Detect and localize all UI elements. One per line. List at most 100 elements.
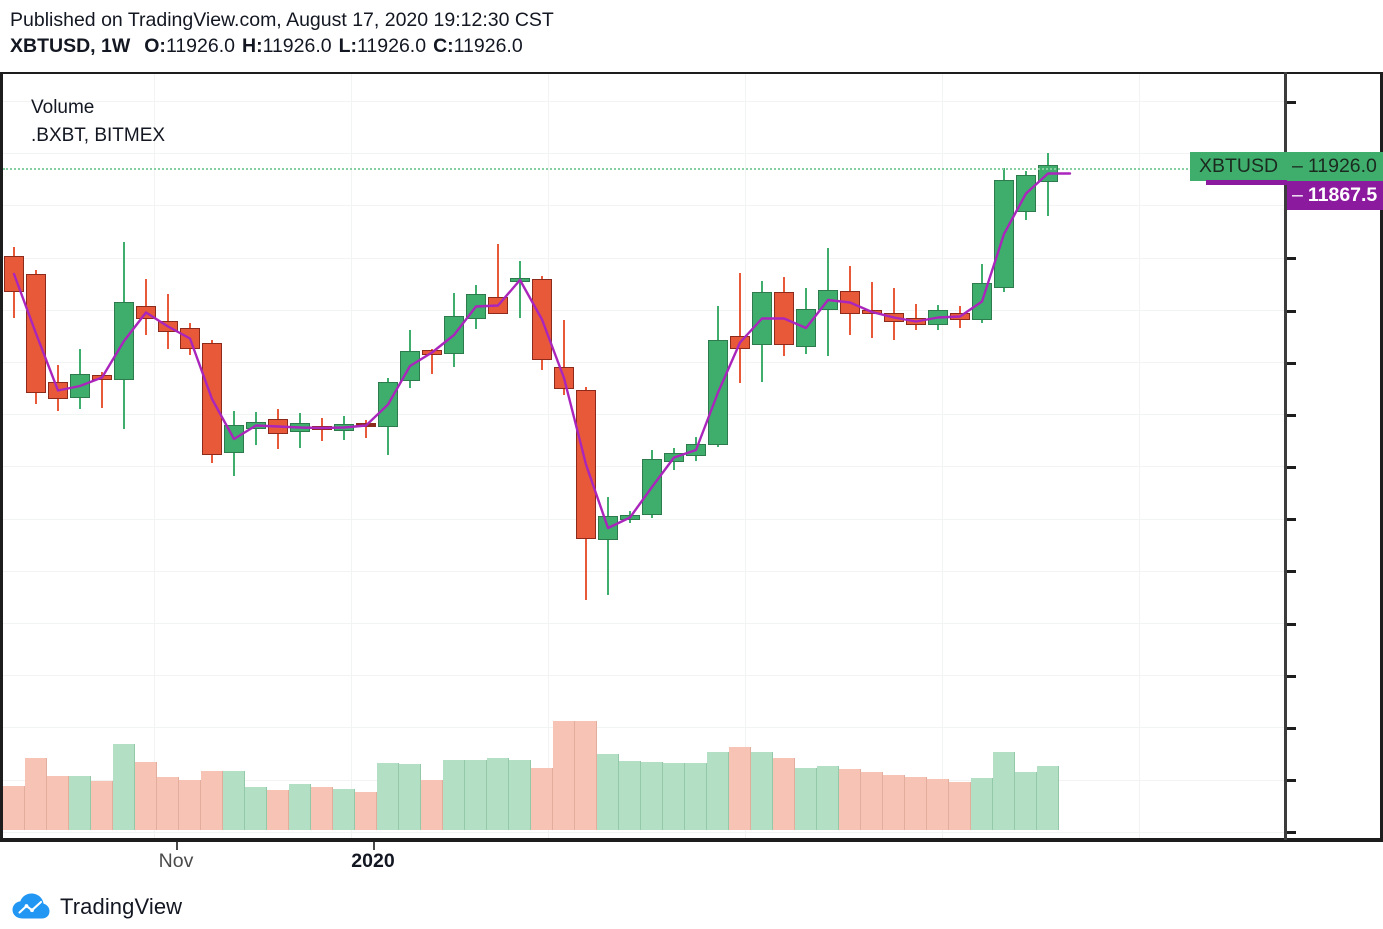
candle-body: [620, 515, 640, 520]
candle-body: [136, 306, 156, 319]
close-key: C:: [433, 35, 454, 57]
candle-body: [598, 516, 618, 540]
volume-bar: [487, 758, 509, 830]
candle-body: [532, 279, 552, 360]
volume-bar: [773, 758, 795, 830]
volume-bar: [25, 758, 47, 830]
volume-bar: [509, 760, 531, 830]
candle-body: [862, 310, 882, 314]
candle-body: [334, 424, 354, 431]
open-value: 11926.0: [165, 35, 235, 57]
moving-average-line: [12, 172, 1072, 530]
candle-body: [378, 382, 398, 427]
volume-bar: [1015, 772, 1037, 830]
gridline-horizontal: [3, 675, 1284, 677]
volume-bar: [267, 790, 289, 830]
volume-bar: [47, 776, 69, 830]
gridline-vertical: [942, 74, 943, 838]
candle-body: [224, 425, 244, 453]
volume-bar: [751, 752, 773, 830]
chart-plot-area[interactable]: Volume .BXBT, BITMEX: [3, 74, 1284, 838]
candle-body: [818, 290, 838, 310]
volume-bar: [949, 782, 971, 830]
candle-body: [1016, 175, 1036, 212]
candle-body: [158, 321, 178, 332]
gridline-horizontal: [3, 205, 1284, 207]
volume-bar: [553, 721, 575, 830]
volume-bar: [795, 768, 817, 830]
time-axis-label: Nov: [158, 850, 194, 872]
ma-badge-underline: [1206, 180, 1287, 185]
candle-body: [972, 283, 992, 320]
chart-top-border: [0, 72, 1383, 74]
footer: TradingView: [0, 884, 1383, 929]
volume-bar: [289, 784, 311, 830]
candle-body: [202, 343, 222, 455]
volume-bar: [707, 752, 729, 830]
volume-bar: [641, 762, 663, 830]
candle-body: [906, 318, 926, 325]
gridline-horizontal: [3, 623, 1284, 624]
candle-body: [26, 274, 46, 393]
candle-body: [928, 310, 948, 325]
candle-wick: [607, 497, 609, 595]
volume-bar: [883, 775, 905, 830]
volume-bar: [201, 771, 223, 830]
volume-bar: [443, 760, 465, 830]
volume-bar: [685, 763, 707, 830]
price-axis-tick: [1287, 310, 1296, 313]
last-price-value: 11926.0: [1307, 155, 1377, 177]
candle-body: [510, 278, 530, 282]
price-axis-tick: [1287, 466, 1296, 469]
volume-bar: [531, 768, 553, 830]
low-key: L:: [338, 35, 358, 57]
volume-bar: [861, 772, 883, 830]
candle-body: [642, 459, 662, 515]
volume-bar: [421, 780, 443, 830]
time-axis-tick: [176, 842, 178, 850]
volume-bar: [377, 763, 399, 830]
candle-body: [92, 375, 112, 380]
candle-body: [422, 350, 442, 355]
volume-bar: [971, 778, 993, 830]
gridline-horizontal: [3, 257, 1284, 259]
price-axis-tick: [1287, 570, 1296, 573]
candle-body: [884, 313, 904, 322]
symbol-ohlc-line: XBTUSD, 1W O:11926.0 H:11926.0 L:11926.0 C:1…: [10, 34, 1383, 59]
time-axis[interactable]: Nov 2020: [0, 842, 1383, 884]
candle-wick: [519, 261, 521, 318]
candle-body: [686, 444, 706, 456]
time-axis-tick: [373, 842, 375, 850]
volume-bar: [245, 787, 267, 830]
chart-left-border: [0, 72, 3, 842]
candle-wick: [915, 304, 917, 330]
gridline-horizontal: [3, 570, 1284, 572]
symbol-interval-label: XBTUSD, 1W: [10, 35, 131, 57]
volume-bar: [311, 787, 333, 830]
price-axis-tick: [1287, 362, 1296, 365]
last-price-badge: –11926.0: [1287, 152, 1383, 181]
volume-bar: [905, 777, 927, 830]
close-value: 11926.0: [453, 35, 523, 57]
low-value: 11926.0: [357, 35, 427, 57]
candle-body: [114, 302, 134, 380]
price-axis-tick: [1287, 675, 1296, 678]
volume-bar: [3, 786, 25, 830]
high-key: H:: [241, 35, 263, 57]
gridline-horizontal: [3, 727, 1284, 729]
chart-legend: Volume .BXBT, BITMEX: [31, 94, 165, 150]
gridline-horizontal: [3, 362, 1284, 363]
candle-body: [730, 336, 750, 349]
candle-body: [994, 180, 1014, 288]
price-axis-tick: [1287, 779, 1296, 782]
gridline-horizontal: [3, 153, 1284, 155]
volume-bar: [575, 721, 597, 830]
volume-bar: [465, 760, 487, 830]
price-axis-separator: [1284, 72, 1287, 840]
volume-bar: [597, 754, 619, 830]
ma-price-value: 11867.5: [1307, 184, 1378, 206]
candle-wick: [1047, 153, 1049, 216]
candle-body: [466, 294, 486, 319]
volume-bar: [663, 763, 685, 830]
candle-body: [180, 328, 200, 349]
